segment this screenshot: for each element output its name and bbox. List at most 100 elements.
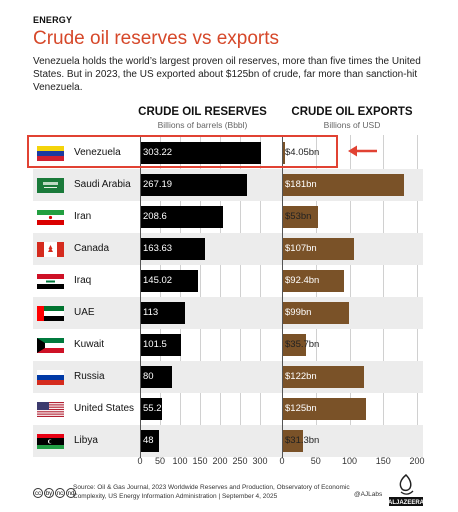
exports-tick-label: 150 (375, 456, 391, 466)
reserves-gridline (240, 135, 241, 458)
exports-value-label: $35.7bn (285, 339, 320, 350)
exports-gridline (383, 135, 385, 458)
reserves-bar (140, 334, 181, 356)
reserves-value-label: 145.02 (143, 275, 173, 286)
reserves-value-label: 55.2 (143, 403, 162, 414)
reserves-bar (140, 430, 160, 452)
reserves-tick-label: 300 (252, 456, 268, 466)
reserves-panel-title: CRUDE OIL RESERVES (138, 106, 267, 118)
country-row (33, 201, 423, 233)
reserves-bar (140, 174, 247, 196)
reserves-value-label: 101.5 (143, 339, 167, 350)
source-note: Source: Oil & Gas Journal, 2023 Worldwid… (73, 484, 350, 500)
exports-gridline (315, 135, 317, 458)
footer: cc by nc nd Source: Oil & Gas Journal, 2023… (33, 473, 425, 507)
page-title: Crude oil reserves vs exports (33, 28, 280, 49)
creative-commons-icon: cc by nc nd (33, 488, 76, 498)
credit: @AJLabs (354, 491, 383, 498)
reserves-gridline (260, 135, 261, 458)
country-label: United States (74, 403, 135, 414)
exports-value-label: $99bn (285, 307, 312, 318)
exports-value-label: $122bn (285, 371, 317, 382)
country-flag (37, 306, 64, 321)
subtitle: Venezuela holds the world’s largest prov… (33, 56, 421, 93)
exports-value-label: $4.05bn (285, 147, 320, 158)
exports-bar (282, 430, 304, 452)
country-flag (37, 274, 64, 289)
reserves-axis-line (140, 135, 141, 458)
country-label: UAE (74, 307, 95, 318)
exports-panel-title: CRUDE OIL EXPORTS (291, 106, 413, 118)
country-flag (37, 370, 64, 385)
country-label: Kuwait (74, 339, 105, 350)
exports-bar (282, 238, 355, 260)
reserves-value-label: 113 (143, 307, 159, 318)
reserves-value-label: 80 (143, 371, 154, 382)
reserves-bar (140, 302, 186, 324)
country-label: Venezuela (74, 147, 121, 158)
reserves-value-label: 208.6 (143, 211, 167, 222)
reserves-value-label: 48 (143, 435, 154, 446)
country-flag (37, 178, 64, 193)
reserves-value-label: 163.63 (143, 243, 173, 254)
exports-value-label: $181bn (285, 179, 317, 190)
exports-value-label: $92.4bn (285, 275, 320, 286)
reserves-bar (140, 270, 198, 292)
exports-unit: Billions of USD (323, 120, 381, 130)
venezuela-highlight-box (27, 135, 338, 168)
reserves-gridline (180, 135, 181, 458)
reserves-tick-label: 50 (154, 456, 166, 466)
country-flag (37, 402, 64, 417)
country-row (33, 265, 423, 297)
reserves-tick-label: 200 (212, 456, 228, 466)
exports-gridline (417, 135, 418, 458)
reserves-value-label: 303.22 (143, 147, 173, 158)
reserves-tick-label: 250 (232, 456, 248, 466)
exports-bar (282, 270, 345, 292)
reserves-gridline (200, 135, 201, 458)
exports-bar (282, 302, 349, 324)
country-label: Libya (74, 435, 98, 446)
reserves-bar (140, 398, 163, 420)
country-flag (37, 338, 64, 353)
exports-value-label: $31.3bn (285, 435, 320, 446)
country-row (33, 425, 423, 457)
exports-value-label: $125bn (285, 403, 317, 414)
country-row (33, 297, 423, 329)
exports-bar (282, 398, 367, 420)
reserves-value-label: 267.19 (143, 179, 173, 190)
country-label: Iran (74, 211, 92, 222)
country-flag (37, 210, 64, 225)
reserves-bar (140, 206, 224, 228)
country-label: Russia (74, 371, 105, 382)
exports-bar (282, 174, 405, 196)
exports-tick-label: 200 (409, 456, 425, 466)
country-flag (37, 434, 64, 449)
country-row (33, 233, 423, 265)
reserves-unit: Billions of barrels (Bbbl) (157, 120, 248, 130)
aljazeera-logo: ALJAZEERA (388, 473, 425, 506)
exports-bar (282, 206, 318, 228)
country-flag (37, 242, 64, 257)
exports-bar (282, 366, 365, 388)
exports-value-label: $107bn (285, 243, 317, 254)
exports-tick-label: 100 (341, 456, 358, 466)
exports-tick-label: 50 (310, 456, 321, 466)
exports-axis-line (282, 135, 283, 458)
reserves-bar (140, 366, 172, 388)
country-label: Canada (74, 243, 110, 254)
kicker: ENERGY (33, 15, 73, 25)
exports-gridline (349, 135, 351, 458)
exports-value-label: $53bn (285, 211, 312, 222)
reserves-bar (140, 238, 206, 260)
country-label: Iraq (74, 275, 92, 286)
country-flag (37, 146, 64, 161)
country-label: Saudi Arabia (74, 179, 131, 190)
exports-tick-label: 0 (279, 456, 285, 466)
reserves-tick-label: 100 (172, 456, 188, 466)
reserves-gridline (160, 135, 161, 458)
reserves-gridline (220, 135, 221, 458)
left-arrow-icon (348, 145, 377, 157)
svg-text:ALJAZEERA: ALJAZEERA (388, 500, 425, 506)
